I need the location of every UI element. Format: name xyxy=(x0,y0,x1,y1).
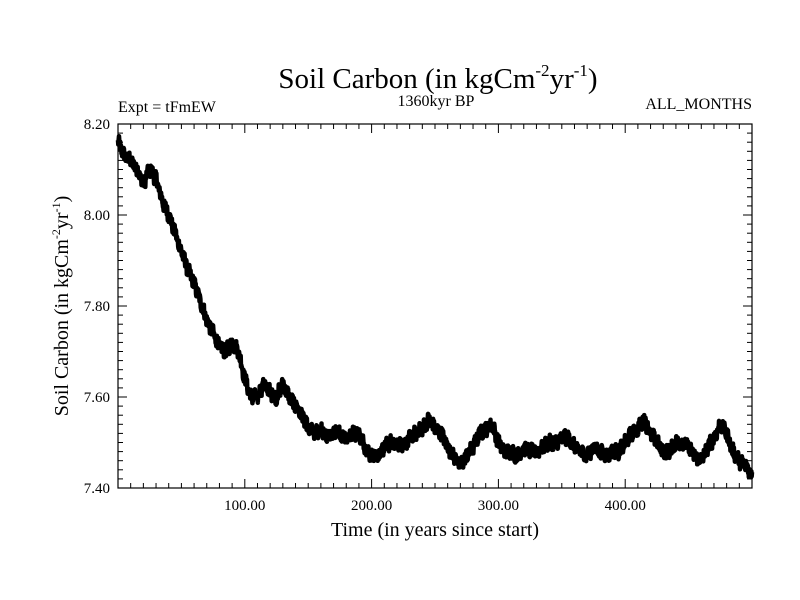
months-label: ALL_MONTHS xyxy=(645,96,752,113)
y-tick-label: 7.60 xyxy=(84,390,110,406)
plot-frame xyxy=(117,123,753,489)
period-label: 1360kyr BP xyxy=(398,93,475,110)
experiment-label: Expt = tFmEW xyxy=(118,99,217,116)
x-tick-label: 200.00 xyxy=(351,498,392,514)
y-axis-label: Soil Carbon (in kgCm-2yr-1) xyxy=(49,196,73,417)
x-tick-label: 400.00 xyxy=(605,498,646,514)
axis-ticks xyxy=(117,123,753,489)
y-tick-label: 7.40 xyxy=(84,481,110,497)
tick-labels: 100.00 200.00 300.00 400.00 7.40 7.60 7.80 8.00… xyxy=(84,117,646,514)
y-tick-label: 8.00 xyxy=(84,208,110,224)
x-tick-label: 100.00 xyxy=(224,498,265,514)
x-axis-label: Time (in years since start) xyxy=(331,519,539,541)
chart-title: Soil Carbon (in kgCm-2yr-1) xyxy=(278,61,597,95)
y-tick-label: 7.80 xyxy=(84,299,110,315)
y-tick-label: 8.20 xyxy=(84,117,110,133)
soil-carbon-line xyxy=(115,133,755,480)
x-tick-label: 300.00 xyxy=(478,498,519,514)
